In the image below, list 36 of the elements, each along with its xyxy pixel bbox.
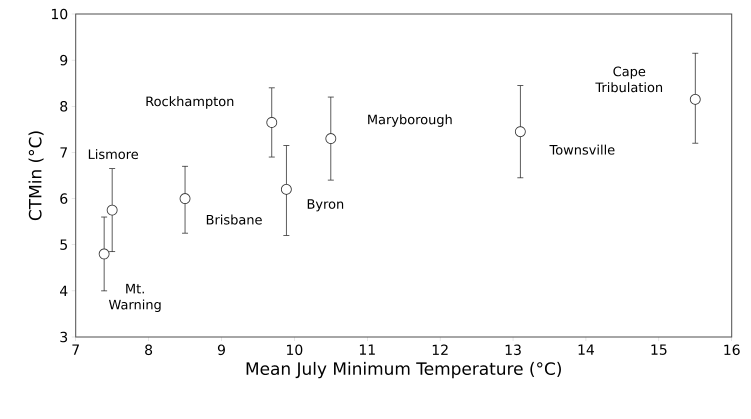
point	[690, 94, 701, 105]
y-tick-label: 5	[60, 240, 67, 250]
y-tick-label: 8	[60, 101, 68, 112]
annotation: Maryborough	[368, 114, 452, 127]
point	[325, 133, 336, 144]
annotation: Mt. Warning	[108, 284, 161, 312]
point	[180, 193, 190, 204]
y-tick-label: 6	[60, 193, 68, 204]
x-tick-label: 15	[651, 344, 666, 355]
x-tick-label: 12	[432, 344, 448, 355]
x-tick-label: 8	[145, 344, 152, 356]
y-tick-label: 9	[60, 54, 68, 66]
y-tick-label: 7	[60, 147, 67, 158]
y-tick-label: 3	[60, 332, 68, 342]
x-tick-label: 14	[578, 344, 594, 355]
point	[280, 184, 292, 195]
x-tick-label: 9	[218, 344, 225, 356]
x-axis-title: Mean July Minimum Temperature (°C)	[246, 362, 561, 378]
x-tick-label: 7	[72, 344, 79, 355]
point	[514, 126, 526, 138]
annotation: Rockhampton	[146, 96, 234, 109]
y-tick-label: 4	[60, 286, 68, 296]
annotation: Lismore	[88, 149, 138, 160]
x-tick-label: 11	[360, 344, 375, 355]
y-tick-label: 10	[52, 8, 68, 20]
annotation: Brisbane	[206, 214, 262, 225]
point	[266, 117, 278, 128]
annotation: Byron	[308, 199, 344, 212]
point	[98, 248, 110, 260]
x-tick-label: 10	[287, 344, 302, 356]
y-axis-title: CTMin (°C)	[28, 131, 44, 220]
x-tick-label: 16	[724, 344, 740, 356]
x-tick-label: 13	[506, 344, 521, 356]
point	[106, 204, 118, 216]
annotation: Townsville	[549, 144, 614, 155]
annotation: Cape Tribulation	[595, 66, 662, 92]
